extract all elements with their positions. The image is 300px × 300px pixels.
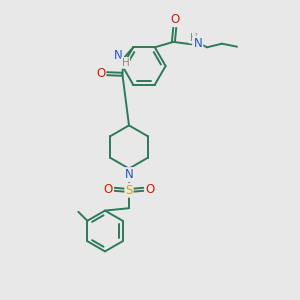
Text: N: N <box>114 49 123 62</box>
Text: N: N <box>194 37 202 50</box>
Text: O: O <box>103 183 112 196</box>
Text: H: H <box>122 58 129 68</box>
Text: O: O <box>170 13 179 26</box>
Text: S: S <box>125 184 133 197</box>
Text: O: O <box>96 67 105 80</box>
Text: O: O <box>146 183 154 196</box>
Text: N: N <box>124 168 134 181</box>
Text: H: H <box>190 33 197 43</box>
